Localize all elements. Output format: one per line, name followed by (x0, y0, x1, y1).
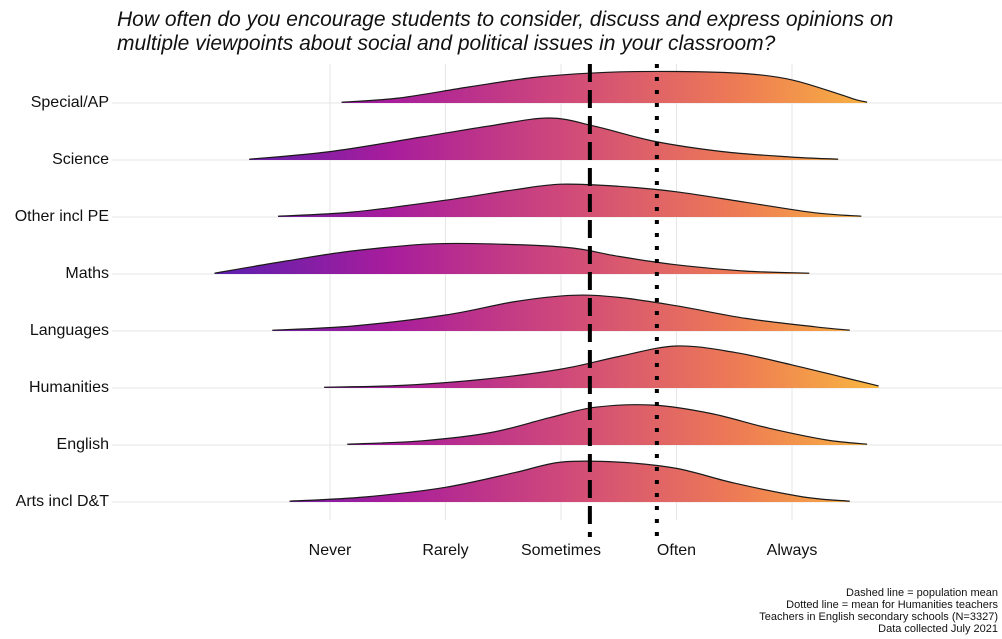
chart-title-line-1: How often do you encourage students to c… (117, 8, 894, 31)
tick-label-always: Always (767, 542, 818, 559)
ridge-outline-science (249, 117, 839, 160)
ridge-fill-arts-incl-d-t (289, 461, 850, 502)
ridge-outline-maths (214, 242, 810, 274)
tick-label-never: Never (309, 542, 352, 559)
ridge-outline-other-incl-pe (277, 183, 862, 217)
ridge-fill-maths (214, 243, 810, 274)
caption-line-3: Teachers in English secondary schools (N… (759, 611, 998, 623)
ridge-fill-special-ap (341, 71, 868, 103)
ridge-outline-arts-incl-d-t (289, 460, 850, 502)
ridge-fill-humanities (324, 345, 879, 388)
chart-caption: Dashed line = population mean Dotted lin… (759, 587, 998, 635)
caption-line-4: Data collected July 2021 (878, 623, 998, 635)
category-label-maths: Maths (65, 265, 109, 282)
tick-label-often: Often (657, 542, 696, 559)
ridge-fill-languages (272, 295, 850, 331)
x-axis-ticks: Never Rarely Sometimes Often Always (309, 542, 818, 559)
category-label-science: Science (52, 151, 109, 168)
mean-lines (587, 64, 659, 537)
category-label-other-incl-pe: Other incl PE (15, 208, 109, 225)
category-label-arts-incl-d-t: Arts incl D&T (16, 493, 110, 510)
ridge-fill-other-incl-pe (278, 184, 862, 217)
chart-title: How often do you encourage students to c… (117, 8, 987, 56)
category-labels: Special/AP Science Other incl PE Maths Langu… (15, 94, 109, 510)
ridge-layer (214, 70, 879, 502)
caption-line-1: Dashed line = population mean (846, 587, 998, 599)
chart-title-line-2: multiple viewpoints about social and pol… (117, 32, 776, 55)
category-label-languages: Languages (30, 322, 109, 339)
ridge-outline-languages (272, 294, 850, 331)
ridge-outline-special-ap (341, 70, 868, 103)
tick-label-rarely: Rarely (422, 542, 468, 559)
ridge-fill-science (249, 117, 839, 160)
ridge-outline-humanities (324, 345, 879, 388)
category-label-english: English (57, 436, 109, 453)
category-label-humanities: Humanities (29, 379, 109, 396)
category-label-special-ap: Special/AP (31, 94, 109, 111)
caption-line-2: Dotted line = mean for Humanities teache… (786, 599, 998, 611)
ridge-fill-english (347, 404, 868, 445)
ridge-outline-english (347, 404, 868, 445)
tick-label-sometimes: Sometimes (521, 542, 601, 559)
